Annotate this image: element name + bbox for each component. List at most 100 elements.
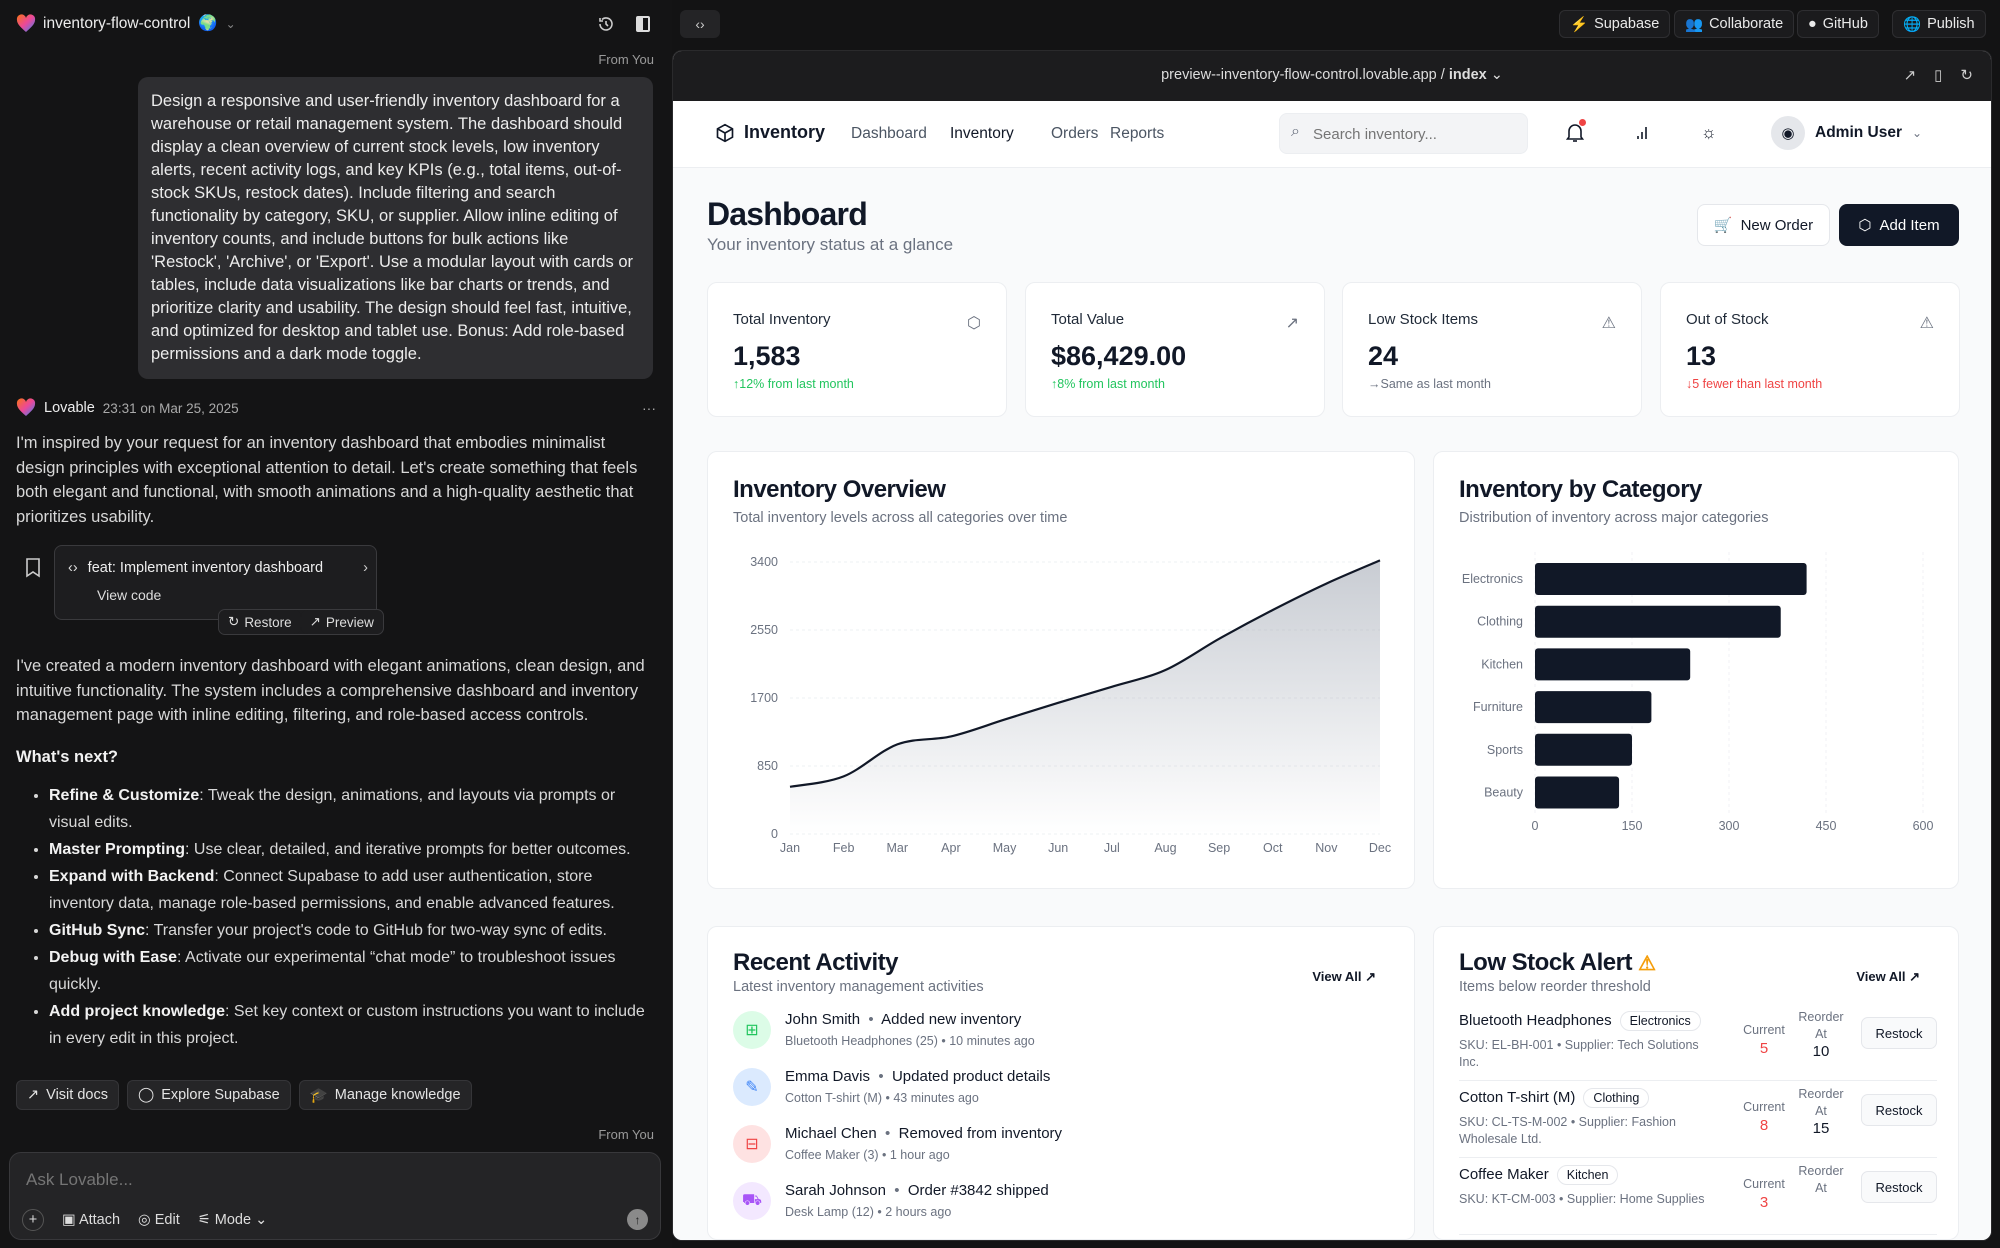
supabase-button[interactable]: ⚡ Supabase [1559,10,1671,38]
category-label: Electronics [1462,572,1523,586]
next-step-item: Refine & Customize: Tweak the design, an… [49,782,656,836]
card-subtitle: Latest inventory management activities [733,979,984,995]
refresh-icon[interactable]: ↻ [1960,67,1973,84]
kpi-label: Low Stock Items [1368,311,1479,328]
card-title: Recent Activity [733,949,899,976]
reorder-label: Reorder At [1798,1010,1844,1041]
nav-dashboard[interactable]: Dashboard [851,125,927,142]
github-button[interactable]: ● GitHub [1797,10,1879,38]
mode-label: Mode [214,1212,252,1228]
project-name: inventory-flow-control [43,14,191,32]
manage-knowledge-button[interactable]: 🎓 Manage knowledge [298,1080,472,1110]
edit-button[interactable]: ◎ Edit [138,1212,180,1228]
card-title: Low Stock Alert ⚠ [1459,949,1656,977]
preview-button[interactable]: ↗ Preview [300,610,383,634]
chat-input-box: + ▣ Attach ◎ Edit ⚟ Mode ⌄ ↑ [9,1152,661,1240]
low-stock-item: Coffee Maker Kitchen SKU: KT-CM-003 • Sup… [1459,1163,1937,1235]
next-step-text: : Connect Supabase to add user authentic… [49,868,615,912]
kpi-value: 1,583 [733,341,801,371]
search-input[interactable] [1313,123,1518,145]
add-item-button[interactable]: ⬡ Add Item [1839,204,1959,246]
preview-url: preview--inventory-flow-control.lovable.… [1161,67,1449,83]
explore-supabase-button[interactable]: ◯ Explore Supabase [126,1080,291,1110]
view-code-link[interactable]: View code [97,587,162,603]
restock-button[interactable]: Restock [1861,1094,1937,1126]
y-tick-label: 2550 [750,623,778,637]
search-icon: ⌕ [1291,123,1300,140]
image-icon: ▣ [62,1212,79,1228]
restock-button[interactable]: Restock [1861,1171,1937,1203]
activity-detail: Bluetooth Headphones (25) • 10 minutes a… [785,1034,1035,1048]
view-all-label: View All [1312,969,1362,984]
chat-input[interactable] [26,1165,626,1195]
next-step-title: Refine & Customize [49,787,200,804]
bar-chart-icon [1637,127,1647,139]
nav-reports[interactable]: Reports [1110,125,1165,142]
current-label: Current [1743,1023,1785,1037]
next-step-title: Debug with Ease [49,949,178,966]
bar [1535,733,1632,766]
project-selector[interactable]: inventory-flow-control 🌍 ⌄ [43,14,236,33]
user-message: Design a responsive and user-friendly in… [138,77,653,379]
alert-triangle-icon: ⚠ [1601,315,1616,332]
new-order-button[interactable]: 🛒 New Order [1697,204,1830,246]
collaborate-button[interactable]: 👥 Collaborate [1674,10,1795,38]
view-all-low-stock-button[interactable]: View All ↗ [1856,969,1920,984]
nav-orders[interactable]: Orders [1051,125,1099,142]
view-all-activity-button[interactable]: View All ↗ [1312,969,1376,984]
x-tick-label: May [993,841,1017,855]
user-avatar-icon: ◉ [1771,116,1805,150]
kpi-change: ↑8% from last month [1051,377,1165,391]
theme-toggle[interactable]: ☼ [1701,123,1717,143]
app-brand[interactable]: Inventory [715,122,825,143]
restock-button[interactable]: Restock [1861,1017,1937,1049]
attach-button[interactable]: ▣ Attach [62,1212,120,1228]
visit-docs-button[interactable]: ↗ Visit docs [16,1080,119,1110]
open-external-icon[interactable]: ↗ [1903,67,1917,84]
restore-button[interactable]: ↻ Restore [219,610,301,634]
reorder-value: 15 [1812,1120,1830,1137]
mobile-view-icon[interactable]: ▯ [1934,67,1943,84]
commit-title: feat: Implement inventory dashboard [87,560,324,576]
bookmark-icon[interactable] [25,558,41,583]
activity-action: Removed from inventory [898,1125,1063,1142]
new-order-label: New Order [1740,216,1814,234]
stats-button[interactable] [1635,126,1649,145]
user-menu[interactable]: ◉ Admin User ⌄ [1771,116,1922,150]
area-fill [790,560,1380,834]
github-label: GitHub [1822,16,1868,32]
more-options-button[interactable]: ··· [642,400,656,416]
plus-button[interactable]: + [22,1209,44,1231]
history-icon[interactable] [596,14,616,34]
next-step-item: Add project knowledge: Set key context o… [49,998,656,1052]
user-name: Admin User [1815,124,1902,141]
notifications-button[interactable] [1565,119,1586,148]
current-label: Current [1743,1177,1785,1191]
send-button[interactable]: ↑ [627,1209,648,1230]
bar [1535,648,1691,681]
restock-label: Restock [1875,1179,1923,1195]
series-line [789,559,1381,788]
chevron-right-icon: › [363,560,368,576]
restore-label: Restore [244,614,292,630]
publish-button[interactable]: 🌐 Publish [1892,10,1986,38]
commit-card[interactable]: ‹› feat: Implement inventory dashboard ›… [54,545,377,620]
sidebar-toggle-icon[interactable] [636,16,650,32]
nav-inventory[interactable]: Inventory [950,125,1014,142]
kpi-label: Out of Stock [1686,311,1769,328]
item-name: Bluetooth Headphones [1459,1012,1612,1029]
url-selector[interactable]: preview--inventory-flow-control.lovable.… [1161,67,1503,83]
x-tick-label: Apr [941,841,960,855]
y-tick-label: 1700 [750,691,778,705]
inventory-overview-card: Inventory Overview Total inventory level… [707,451,1415,889]
item-meta: SKU: CL-TS-M-002 • Supplier: Fashion Who… [1459,1115,1676,1146]
category-label: Furniture [1473,700,1523,714]
x-tick-label: Sep [1208,841,1230,855]
code-view-toggle[interactable]: ‹› [680,10,720,38]
inventory-category-card: Inventory by Category Distribution of in… [1433,451,1959,889]
mode-button[interactable]: ⚟ Mode ⌄ [197,1212,268,1228]
chat-panel: inventory-flow-control 🌍 ⌄ From You Desi… [0,0,672,1248]
kpi-change: ↓5 fewer than last month [1686,377,1823,391]
y-tick-label: 0 [771,827,778,841]
activity-item: ⊟ Michael Chen • Removed from inventory … [733,1125,1062,1173]
